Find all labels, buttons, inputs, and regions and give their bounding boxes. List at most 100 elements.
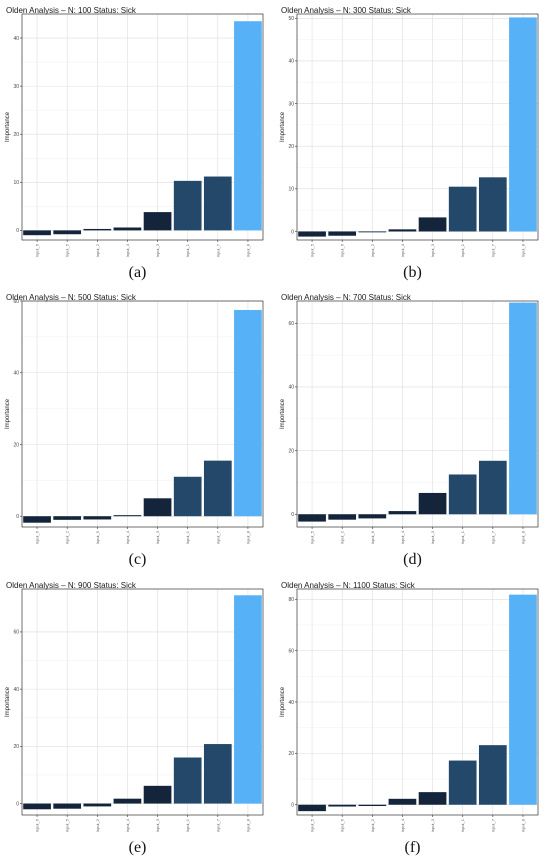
y-tick-label: 0 [16,514,19,520]
plot-border [21,588,264,816]
chart-panel-d: 0 20 40 60 Input_5 Input_2 Input_6 Input_4 Input… [275,287,550,574]
y-tick-label: 0 [16,228,19,234]
caption-f: (f) [404,839,421,856]
x-tick-label: Input_7 [490,243,495,257]
bar-input_4 [113,515,142,517]
plot-border [296,13,539,241]
y-axis-label: Importance [5,398,11,429]
bar-input_6 [328,231,357,236]
bar-input_2 [83,803,112,807]
y-tick-label: 60 [13,630,19,636]
chart-svg-f: 0 20 40 60 80 Input_5 Input_6 Input_2 Input_4 Inp… [280,588,539,832]
bar-input_7 [478,745,507,805]
chart-title-f: Olden Analysis – N: 1100 Status: Sick [281,581,415,590]
y-tick-label: 20 [13,744,19,750]
x-tick-label: Input_1 [185,818,190,832]
bar-input_5 [53,230,82,235]
bar-input_3 [143,498,172,517]
x-tick-label: Input_1 [460,243,465,257]
y-tick-label: 0 [291,803,294,809]
chart-panel-b: 0 10 20 30 40 50 Input_5 Input_6 Input_2 Input_4 I… [275,0,550,287]
x-tick-label: Input_7 [490,818,495,832]
x-tick-label: Input_3 [430,818,435,832]
bar-input_7 [478,460,507,515]
x-tick-label: Input_2 [340,530,345,544]
bar-input_8 [509,594,537,805]
bar-input_4 [113,227,142,231]
x-tick-label: Input_4 [400,243,405,257]
y-tick-label: 30 [13,84,19,90]
bar-input_3 [418,792,447,805]
chart-svg-b: 0 10 20 30 40 50 Input_5 Input_6 Input_2 Input_4 I… [280,13,539,257]
x-tick-label: Input_1 [460,818,465,832]
bar-input_1 [173,180,202,231]
bar-input_7 [203,176,232,231]
chart-svg-e: 0 20 40 60 Input_6 Input_5 Input_2 Input_4 Input… [5,588,264,832]
bar-input_1 [448,760,477,805]
caption-c: (c) [128,551,147,568]
bar-input_5 [298,804,326,812]
bar-input_2 [358,804,387,807]
x-tick-label: Input_2 [95,243,100,257]
y-tick-label: 30 [288,101,294,107]
y-tick-label: 0 [291,229,294,235]
x-tick-label: Input_4 [400,818,405,832]
x-tick-label: Input_2 [370,243,375,257]
bar-input_8 [234,21,262,231]
x-tick-label: Input_6 [340,243,345,257]
y-tick-label: 60 [288,648,294,654]
y-tick-label: 80 [288,597,294,603]
chart-title-a: Olden Analysis – N: 100 Status: Sick [6,6,136,15]
x-tick-label: Input_6 [370,530,375,544]
bar-input_6 [328,804,357,807]
chart-svg-a: 0 10 20 30 40 Input_6 Input_5 Input_2 Input_4 Inp… [5,13,264,257]
chart-panel-a: 0 10 20 30 40 Input_6 Input_5 Input_2 Input_4 Inp… [0,0,275,287]
bar-input_7 [478,177,507,232]
y-tick-label: 20 [288,448,294,454]
bar-input_2 [53,516,82,520]
y-tick-label: 40 [288,59,294,65]
bar-input_6 [358,514,387,519]
bar-input_5 [53,803,82,809]
bar-input_6 [23,803,51,810]
bar-input_6 [23,230,51,236]
caption-d: (d) [403,551,422,568]
chart-title-b: Olden Analysis – N: 300 Status: Sick [281,6,411,15]
bar-input_8 [509,17,537,232]
y-tick-label: 20 [288,751,294,757]
bar-input_7 [203,460,232,517]
y-tick-label: 40 [288,385,294,391]
y-tick-label: 50 [288,16,294,22]
x-tick-label: Input_8 [520,243,525,257]
bar-input_2 [83,228,112,231]
bar-input_8 [234,309,262,517]
x-tick-label: Input_1 [185,243,190,257]
y-tick-label: 20 [288,144,294,150]
x-tick-label: Input_2 [95,818,100,832]
x-tick-label: Input_5 [310,818,315,832]
x-tick-label: Input_5 [310,530,315,544]
x-tick-label: Input_7 [215,243,220,257]
y-axis-label: Importance [280,686,286,717]
x-tick-label: Input_2 [370,818,375,832]
bar-input_1 [448,474,477,515]
x-tick-label: Input_7 [215,818,220,832]
y-tick-label: 60 [288,321,294,327]
x-tick-label: Input_1 [460,530,465,544]
x-tick-label: Input_6 [35,243,40,257]
y-tick-label: 10 [288,187,294,193]
bar-input_7 [203,744,232,804]
bar-input_5 [298,514,326,522]
y-tick-label: 40 [13,371,19,377]
bar-input_5 [83,516,112,520]
chart-panel-c: 0 20 40 60 Input_6 Input_2 Input_5 Input_4 Input… [0,287,275,574]
bar-input_4 [113,798,142,804]
x-tick-label: Input_8 [245,530,250,544]
x-tick-label: Input_3 [430,243,435,257]
y-tick-label: 0 [16,801,19,807]
x-tick-label: Input_3 [155,243,160,257]
plot-border [296,300,539,528]
x-tick-label: Input_3 [155,530,160,544]
bar-input_1 [448,186,477,232]
